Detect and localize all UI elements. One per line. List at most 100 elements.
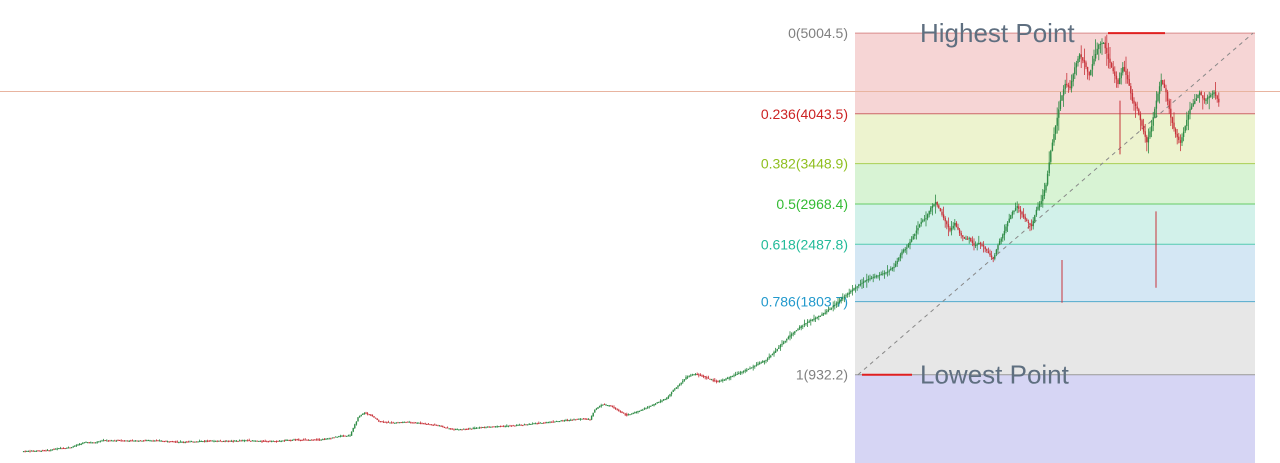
candle	[482, 426, 484, 428]
candle	[909, 241, 911, 246]
candle	[1066, 83, 1068, 86]
candle	[237, 441, 239, 443]
candle	[243, 440, 246, 442]
candle	[278, 440, 281, 442]
fib-band-0-382	[855, 163, 1255, 204]
candle	[184, 442, 186, 444]
candle	[1021, 211, 1023, 215]
candle	[869, 278, 871, 280]
candle	[115, 440, 118, 442]
candle	[277, 440, 279, 442]
candle	[525, 424, 527, 426]
candle	[406, 421, 409, 423]
candle	[494, 426, 497, 428]
candle	[1067, 85, 1070, 87]
candle	[766, 358, 769, 361]
candle	[824, 312, 826, 314]
candle	[1157, 93, 1159, 101]
candle	[445, 427, 447, 429]
candle	[454, 429, 457, 431]
candle	[1128, 78, 1130, 86]
candle	[896, 260, 898, 265]
candle	[117, 440, 119, 442]
candle	[362, 413, 364, 415]
candle	[1018, 206, 1020, 209]
candle	[683, 379, 686, 381]
candle	[211, 440, 214, 442]
candle	[651, 404, 654, 406]
candle	[781, 344, 783, 346]
candle	[446, 427, 449, 429]
candle	[368, 414, 370, 416]
candle	[1120, 72, 1122, 79]
candle	[939, 208, 942, 212]
candle	[682, 380, 684, 383]
candle	[992, 257, 994, 259]
candle	[574, 419, 577, 421]
candle	[315, 439, 318, 441]
candle	[320, 439, 322, 441]
candle	[130, 440, 132, 442]
candle	[798, 327, 801, 329]
candle	[309, 440, 311, 442]
candle	[934, 202, 937, 205]
candle	[555, 420, 558, 422]
candle	[382, 421, 385, 423]
candle	[1022, 214, 1025, 218]
candle	[802, 325, 804, 327]
candle	[579, 418, 582, 420]
candle	[717, 381, 719, 383]
candle	[946, 221, 948, 225]
candle	[686, 376, 689, 378]
candle	[352, 427, 354, 432]
candle	[1133, 100, 1135, 104]
fib-band-0	[855, 33, 1255, 114]
candle	[1146, 136, 1148, 143]
candle	[118, 440, 121, 442]
candle	[613, 406, 615, 408]
candle	[194, 441, 196, 443]
candle	[1091, 64, 1094, 70]
candle	[1139, 114, 1142, 121]
candle	[862, 281, 865, 284]
candle	[347, 435, 350, 437]
candle	[790, 334, 793, 336]
candle	[619, 411, 622, 413]
candle	[1082, 57, 1084, 61]
candle	[403, 421, 406, 423]
candle	[198, 441, 201, 443]
candle	[502, 425, 505, 427]
candle	[984, 246, 986, 250]
candle	[664, 399, 666, 401]
candle	[778, 347, 780, 349]
candle	[158, 440, 161, 442]
candle	[381, 421, 383, 423]
candle	[691, 374, 694, 376]
candle	[765, 359, 767, 361]
candle	[470, 428, 473, 430]
candle	[314, 439, 316, 441]
candle	[426, 423, 428, 425]
candle	[517, 424, 519, 426]
candle	[464, 429, 466, 431]
candle	[459, 429, 462, 431]
candle	[120, 440, 122, 442]
candle	[730, 376, 732, 378]
candle	[173, 441, 175, 443]
candle	[488, 426, 490, 428]
candle	[768, 356, 770, 359]
candle	[563, 420, 566, 422]
candle	[208, 440, 210, 442]
candle	[744, 370, 746, 372]
candle	[325, 438, 327, 440]
candle	[821, 314, 823, 316]
candle	[458, 429, 460, 431]
candle	[294, 439, 297, 441]
candle	[666, 397, 668, 400]
candle	[534, 423, 537, 425]
candle	[965, 238, 967, 240]
candle	[594, 409, 596, 413]
candle	[910, 239, 913, 242]
candle	[704, 376, 706, 378]
